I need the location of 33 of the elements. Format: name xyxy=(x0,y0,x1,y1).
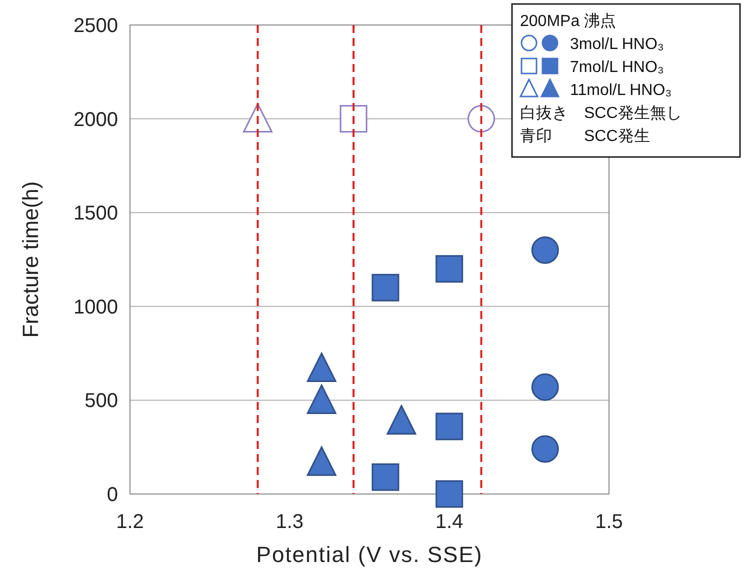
y-tick-label: 0 xyxy=(106,484,118,506)
point xyxy=(306,446,336,476)
y-tick-label: 1000 xyxy=(74,296,118,318)
point xyxy=(531,373,559,401)
point xyxy=(306,352,336,382)
point xyxy=(242,103,272,133)
point xyxy=(531,236,559,264)
annotation: 青印 SCC発生 xyxy=(520,127,650,145)
y-tick-label: 2500 xyxy=(74,15,118,37)
y-axis-title: Fracture time(h) xyxy=(18,181,43,338)
x-tick-label: 1.4 xyxy=(435,511,464,533)
point xyxy=(436,480,464,508)
legend-title: 200MPa 沸点 xyxy=(520,12,616,30)
point xyxy=(436,412,464,440)
x-tick-label: 1.2 xyxy=(116,511,144,533)
x-axis-title: Potential (V vs. SSE) xyxy=(256,542,483,567)
y-tick-label: 1500 xyxy=(74,202,118,225)
point xyxy=(468,105,496,133)
y-tick-label: 500 xyxy=(84,390,118,412)
point xyxy=(306,384,336,414)
legend-label: 3mol/L HNO₃ xyxy=(570,36,664,53)
point xyxy=(436,255,464,283)
point xyxy=(372,463,400,491)
point xyxy=(340,105,368,133)
point xyxy=(372,274,400,302)
legend-label: 7mol/L HNO₃ xyxy=(570,59,664,76)
annotation: 白抜き SCC発生無し xyxy=(520,104,682,122)
legend-label: 11mol/L HNO₃ xyxy=(570,82,672,99)
x-tick-label: 1.3 xyxy=(276,511,304,533)
point xyxy=(531,435,559,463)
y-tick-label: 2000 xyxy=(74,108,118,131)
x-tick-label: 1.5 xyxy=(595,511,623,533)
point xyxy=(386,405,416,435)
